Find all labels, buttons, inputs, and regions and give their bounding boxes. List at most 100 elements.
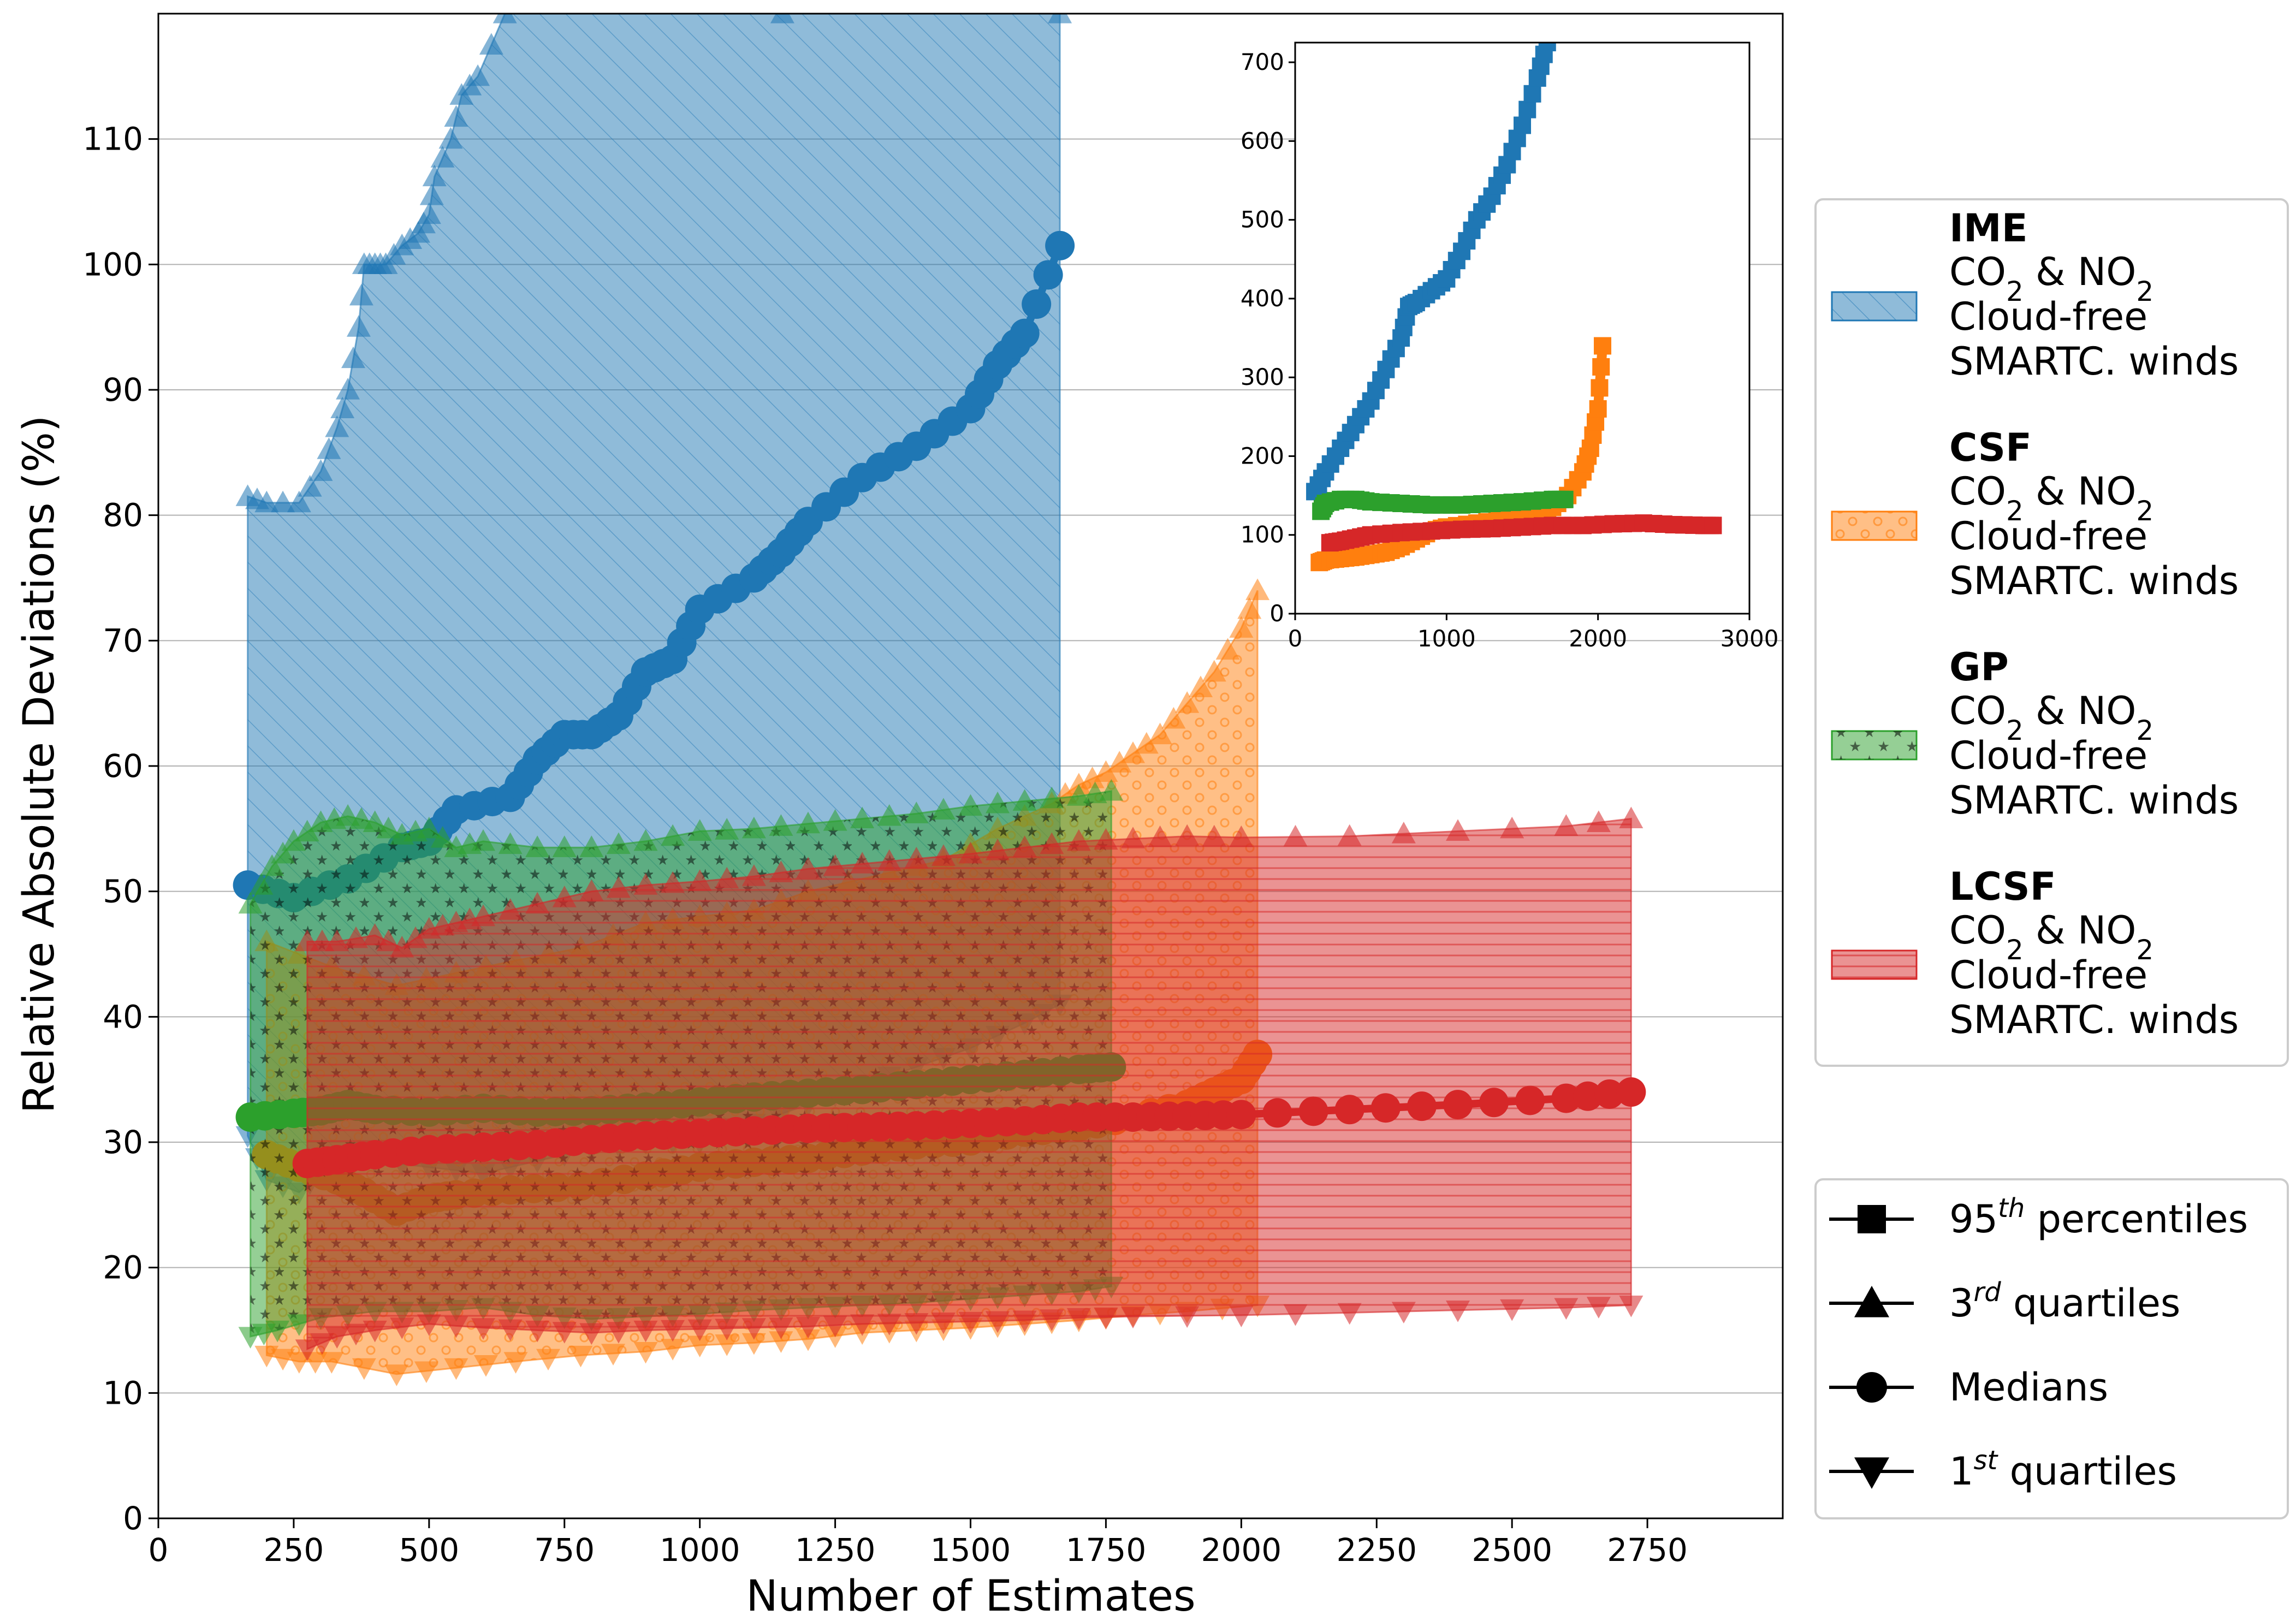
x-ticks: 0 250 500 750 1000 1250 1500 1750 2000 2250 2500 27… — [149, 1518, 1688, 1569]
q1-marker — [741, 1333, 766, 1355]
inset-y-tick-label: 600 — [1241, 127, 1284, 154]
q1-marker — [850, 1314, 875, 1337]
q1-marker — [986, 1311, 1010, 1333]
inset-square-marker — [1556, 490, 1574, 508]
q3-marker — [308, 459, 333, 481]
median-marker — [1515, 1085, 1545, 1115]
inset-y-tick-label: 500 — [1241, 206, 1284, 233]
q1-marker — [498, 1319, 523, 1341]
q3-marker — [349, 283, 373, 306]
y-tick-label: 0 — [123, 1500, 143, 1537]
inset-series-gp — [1312, 490, 1574, 520]
q1-marker — [741, 1318, 766, 1340]
q1-marker — [471, 1318, 495, 1340]
q3-marker — [1107, 751, 1132, 773]
marker-legend-square: 95th percentiles — [1829, 1193, 2248, 1242]
legend-method-line: Cloud-free — [1949, 514, 2147, 559]
y-tick-label: 20 — [103, 1249, 143, 1286]
q3-marker — [1148, 825, 1172, 847]
q1-marker — [769, 1331, 793, 1353]
y-tick-label: 70 — [103, 622, 143, 659]
q3-marker — [1586, 810, 1611, 832]
q3-marker — [715, 818, 739, 840]
q3-marker — [823, 854, 847, 876]
q3-marker — [661, 871, 685, 893]
q1-marker — [1094, 1307, 1118, 1329]
q3-marker — [349, 807, 373, 829]
median-marker — [1010, 318, 1040, 348]
q3-marker — [363, 810, 387, 832]
q3-marker — [687, 869, 712, 891]
q1-marker — [877, 1314, 901, 1335]
inset-square-marker — [1514, 116, 1531, 134]
q3-marker — [877, 849, 901, 871]
q1-marker — [1066, 1308, 1091, 1330]
q1-marker — [606, 1322, 631, 1344]
method-legend-frame — [1814, 198, 2289, 1067]
q3-marker — [1094, 760, 1118, 782]
q3-marker — [422, 164, 447, 187]
legend-swatch-hatch — [1832, 292, 1917, 320]
y-tick-label: 50 — [103, 873, 143, 910]
median-marker — [1551, 1083, 1581, 1113]
q1-marker — [687, 1319, 712, 1341]
legend-method-name: IME — [1949, 206, 2028, 251]
q3-marker — [741, 864, 766, 886]
legend-method-line: CO2 & NO2 — [1949, 908, 2153, 966]
y-ticks: 0 10 20 30 40 50 60 70 80 90 100 110 — [82, 121, 158, 1537]
legend-method-line: Cloud-free — [1949, 294, 2147, 339]
y-tick-label: 110 — [82, 121, 143, 158]
x-tick-label: 750 — [534, 1531, 595, 1569]
q3-marker — [444, 105, 468, 127]
q3-marker — [850, 806, 875, 829]
marker-legend-label: Medians — [1949, 1365, 2108, 1410]
x-tick-label: 2250 — [1336, 1531, 1417, 1569]
marker-legend-label: 1st quartiles — [1949, 1445, 2177, 1494]
legend-method-name: GP — [1949, 645, 2009, 690]
inset-series-lcsf — [1321, 514, 1722, 552]
q3-marker — [341, 346, 365, 369]
q1-marker — [1337, 1303, 1362, 1325]
median-marker — [1594, 1079, 1624, 1109]
q3-marker — [796, 811, 820, 834]
q1-marker — [687, 1335, 712, 1358]
q3-marker — [249, 873, 274, 895]
q1-marker — [769, 1317, 793, 1339]
q3-marker — [498, 898, 523, 920]
q3-marker — [343, 926, 368, 948]
q1-marker — [473, 1355, 498, 1377]
inset-y-tick-label: 700 — [1241, 49, 1284, 75]
q1-marker — [444, 1358, 468, 1380]
q3-marker — [493, 14, 517, 23]
y-tick-label: 30 — [103, 1124, 143, 1161]
q3-marker — [958, 841, 983, 864]
q1-marker — [931, 1312, 956, 1334]
q3-marker — [471, 829, 495, 851]
q1-marker — [319, 1352, 344, 1374]
q3-marker — [552, 835, 577, 857]
q3-marker — [1040, 786, 1064, 809]
legend-method-name: CSF — [1949, 425, 2032, 470]
q3-marker — [471, 904, 495, 927]
q3-marker — [904, 801, 929, 823]
q3-marker — [1040, 832, 1064, 854]
q3-marker — [271, 490, 295, 513]
median-marker — [1371, 1093, 1401, 1123]
q3-marker — [1148, 722, 1172, 745]
inset-square-marker — [1518, 100, 1536, 118]
inset-square-marker — [1591, 379, 1609, 397]
main-axes: 0 250 500 750 1000 1250 1500 1750 2000 2250 2500 27… — [15, 13, 1784, 1621]
marker-legend-circle: Medians — [1829, 1365, 2108, 1410]
q3-marker — [552, 886, 577, 907]
q1-marker — [1391, 1302, 1416, 1324]
q3-marker — [376, 816, 401, 839]
inset-square-marker — [1523, 85, 1541, 103]
q3-marker — [931, 844, 956, 866]
q3-marker — [298, 474, 322, 497]
inset-y-tick-label: 400 — [1241, 285, 1284, 312]
q1-marker — [579, 1323, 604, 1345]
legend-method-line: SMARTC. winds — [1949, 997, 2239, 1042]
legend-method-line: CO2 & NO2 — [1949, 688, 2153, 746]
q3-marker — [931, 798, 956, 820]
method-legend: IME CO2 & NO2 Cloud-free SMARTC. winds CSF CO… — [1814, 198, 2289, 1067]
